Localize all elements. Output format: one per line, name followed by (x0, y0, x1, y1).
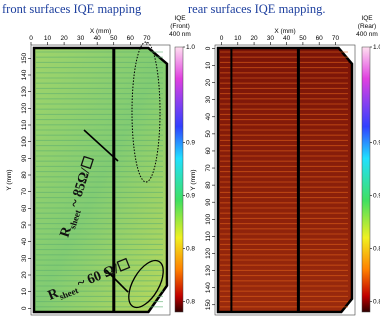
colorbar-label: IQE (174, 15, 186, 22)
x-tick-label: 50 (299, 35, 307, 42)
y-tick-label: 70 (21, 188, 28, 196)
y-tick-label: 150 (205, 299, 212, 310)
y-tick-label: 150 (21, 53, 28, 64)
y-tick-label: 80 (21, 171, 28, 179)
panel-title: rear surfaces IQE mapping. (188, 2, 325, 16)
y-tick-label: 80 (205, 181, 212, 189)
y-tick-label: 0 (205, 46, 212, 50)
x-tick-label: 40 (94, 35, 102, 42)
x-tick-label: 60 (316, 35, 324, 42)
y-tick-label: 100 (21, 136, 28, 147)
x-tick-label: 30 (77, 35, 85, 42)
x-tick-label: 10 (44, 35, 52, 42)
panel-title: front surfaces IQE mapping (2, 2, 142, 16)
x-axis-label: X (mm) (90, 28, 111, 35)
colorbar-tick-label: 1.0 (373, 44, 380, 51)
page: front surfaces IQE mapping X (mm) Y (mm) 0 1… (0, 0, 380, 323)
figure: front surfaces IQE mapping X (mm) Y (mm) 0 1… (0, 0, 380, 323)
y-tick-label: 60 (21, 204, 28, 212)
y-tick-label: 100 (205, 214, 212, 225)
y-tick-label: 110 (21, 119, 28, 130)
y-tick-label: 10 (21, 288, 28, 296)
colorbar-tick-label: 0.9 (373, 139, 380, 146)
colorbar-label: IQE (361, 15, 373, 22)
colorbar-tick-label: 0.9 (373, 192, 380, 199)
x-tick-label: 20 (250, 35, 258, 42)
cell-map (218, 48, 352, 312)
y-tick-label: 20 (21, 271, 28, 279)
x-tick-label: 10 (234, 35, 242, 42)
y-tick-label: 90 (205, 198, 212, 206)
y-tick-label: 10 (205, 62, 212, 70)
colorbar (362, 47, 370, 312)
colorbar-tick-label: 0.9 (186, 139, 195, 146)
y-tick-label: 40 (205, 113, 212, 121)
colorbar-tick-label: 0.9 (186, 192, 195, 199)
colorbar (175, 47, 183, 312)
y-tick-label: 50 (21, 221, 28, 229)
x-tick-label: 0 (29, 35, 33, 42)
y-tick-label: 120 (205, 248, 212, 259)
x-tick-label: 0 (220, 35, 224, 42)
x-axis-label: X (mm) (274, 28, 295, 35)
colorbar-label: 400 nm (356, 31, 378, 38)
y-tick-label: 70 (205, 164, 212, 172)
y-tick-label: 130 (21, 86, 28, 97)
y-tick-label: 90 (21, 154, 28, 162)
colorbar-label: (Rear) (358, 23, 376, 30)
y-tick-label: 40 (21, 238, 28, 246)
y-tick-label: 0 (21, 306, 28, 310)
colorbar-label: 400 nm (169, 31, 191, 38)
y-tick-label: 60 (205, 147, 212, 155)
x-tick-label: 20 (60, 35, 68, 42)
x-tick-label: 50 (110, 35, 118, 42)
x-tick-label: 70 (332, 35, 340, 42)
y-tick-label: 130 (205, 265, 212, 276)
y-axis-label: Y (mm) (6, 169, 13, 190)
y-tick-label: 50 (205, 130, 212, 138)
y-tick-label: 120 (21, 103, 28, 114)
y-tick-label: 30 (21, 254, 28, 262)
x-tick-label: 60 (127, 35, 135, 42)
y-axis-label: Y (mm) (190, 169, 197, 190)
x-tick-label: 40 (283, 35, 291, 42)
colorbar-tick-label: 0.8 (373, 298, 380, 305)
colorbar-tick-label: 1.0 (186, 44, 195, 51)
colorbar-tick-label: 0.8 (186, 298, 195, 305)
y-tick-label: 110 (205, 231, 212, 242)
y-tick-label: 20 (205, 79, 212, 87)
x-tick-label: 30 (267, 35, 275, 42)
colorbar-tick-label: 0.8 (373, 245, 380, 252)
colorbar-label: (Front) (170, 23, 190, 30)
y-tick-label: 30 (205, 96, 212, 104)
y-tick-label: 140 (205, 282, 212, 293)
y-tick-label: 140 (21, 69, 28, 80)
colorbar-tick-label: 0.8 (186, 245, 195, 252)
x-tick-label: 70 (143, 35, 151, 42)
